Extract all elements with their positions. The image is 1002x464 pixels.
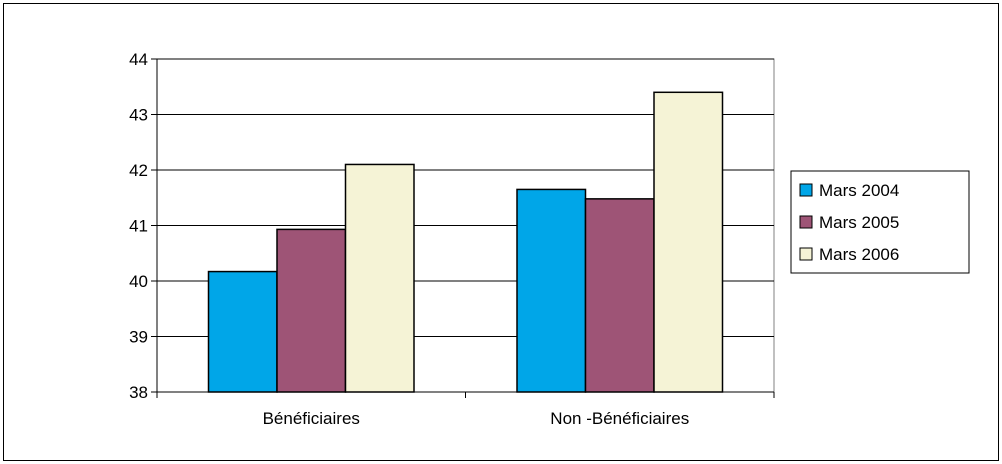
legend-label: Mars 2006	[819, 245, 899, 264]
x-axis-ticks: Bénéficiaires Non -Bénéficiaires	[156, 392, 775, 428]
y-tick-label: 40	[129, 272, 148, 291]
y-tick-label: 42	[129, 161, 148, 180]
bar	[344, 163, 415, 393]
y-tick-label: 39	[129, 328, 148, 347]
legend-label: Mars 2005	[819, 213, 899, 232]
legend-label: Mars 2004	[819, 181, 899, 200]
y-tick-label: 44	[129, 50, 148, 69]
bar-chart: 38 39 40 41 42 43 44 Bénéficiaires Non -Bénéfic…	[129, 50, 970, 428]
x-tick-label: Non -Bénéficiaires	[550, 409, 689, 428]
bars	[207, 91, 724, 393]
legend: Mars 2004 Mars 2005 Mars 2006	[790, 170, 970, 274]
legend-swatch	[799, 183, 813, 197]
bar	[653, 91, 724, 393]
y-axis-ticks: 38 39 40 41 42 43 44	[129, 50, 157, 402]
bar	[207, 270, 278, 393]
chart-frame: 38 39 40 41 42 43 44 Bénéficiaires Non -Bénéfic…	[3, 3, 999, 461]
legend-box	[790, 170, 970, 274]
y-tick-label: 38	[129, 383, 148, 402]
bar	[584, 198, 655, 393]
x-tick-label: Bénéficiaires	[263, 409, 360, 428]
bar	[276, 228, 347, 393]
legend-swatch	[799, 215, 813, 229]
bar	[516, 188, 587, 393]
legend-swatch	[799, 247, 813, 261]
y-tick-label: 43	[129, 106, 148, 125]
y-tick-label: 41	[129, 217, 148, 236]
